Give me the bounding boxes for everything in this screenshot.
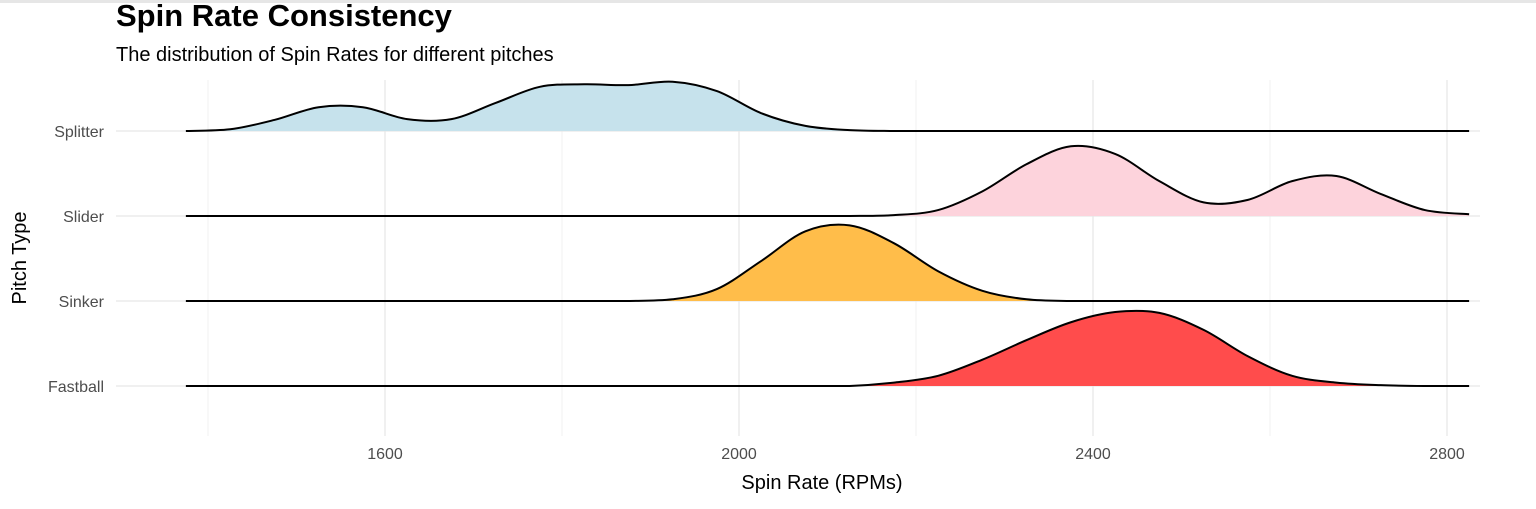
ridge-fill-sinker [185,224,1470,301]
chart-subtitle: The distribution of Spin Rates for diffe… [116,44,554,66]
top-border [0,0,1536,3]
ridge-fill-slider [185,145,1470,216]
y-axis-title: Pitch Type [9,211,31,304]
ridge-line-splitter [185,80,1470,132]
ridge-line-slider [185,144,1470,217]
ridge-line-sinker [185,223,1470,302]
x-tick-label: 2800 [1429,446,1465,463]
ridge-fill-splitter [185,81,1470,131]
ridge-fill-fastball [185,310,1470,386]
y-tick-label: Sinker [59,294,105,311]
y-tick-label: Splitter [54,124,104,141]
y-tick-label: Fastball [48,379,104,396]
y-tick-label: Slider [63,209,105,226]
x-tick-label: 1600 [367,446,403,463]
chart-title: Spin Rate Consistency [116,0,452,33]
x-tick-label: 2400 [1075,446,1111,463]
x-axis-title: Spin Rate (RPMs) [741,472,902,494]
x-tick-label: 2000 [721,446,757,463]
ridge-line-fastball [185,309,1470,387]
